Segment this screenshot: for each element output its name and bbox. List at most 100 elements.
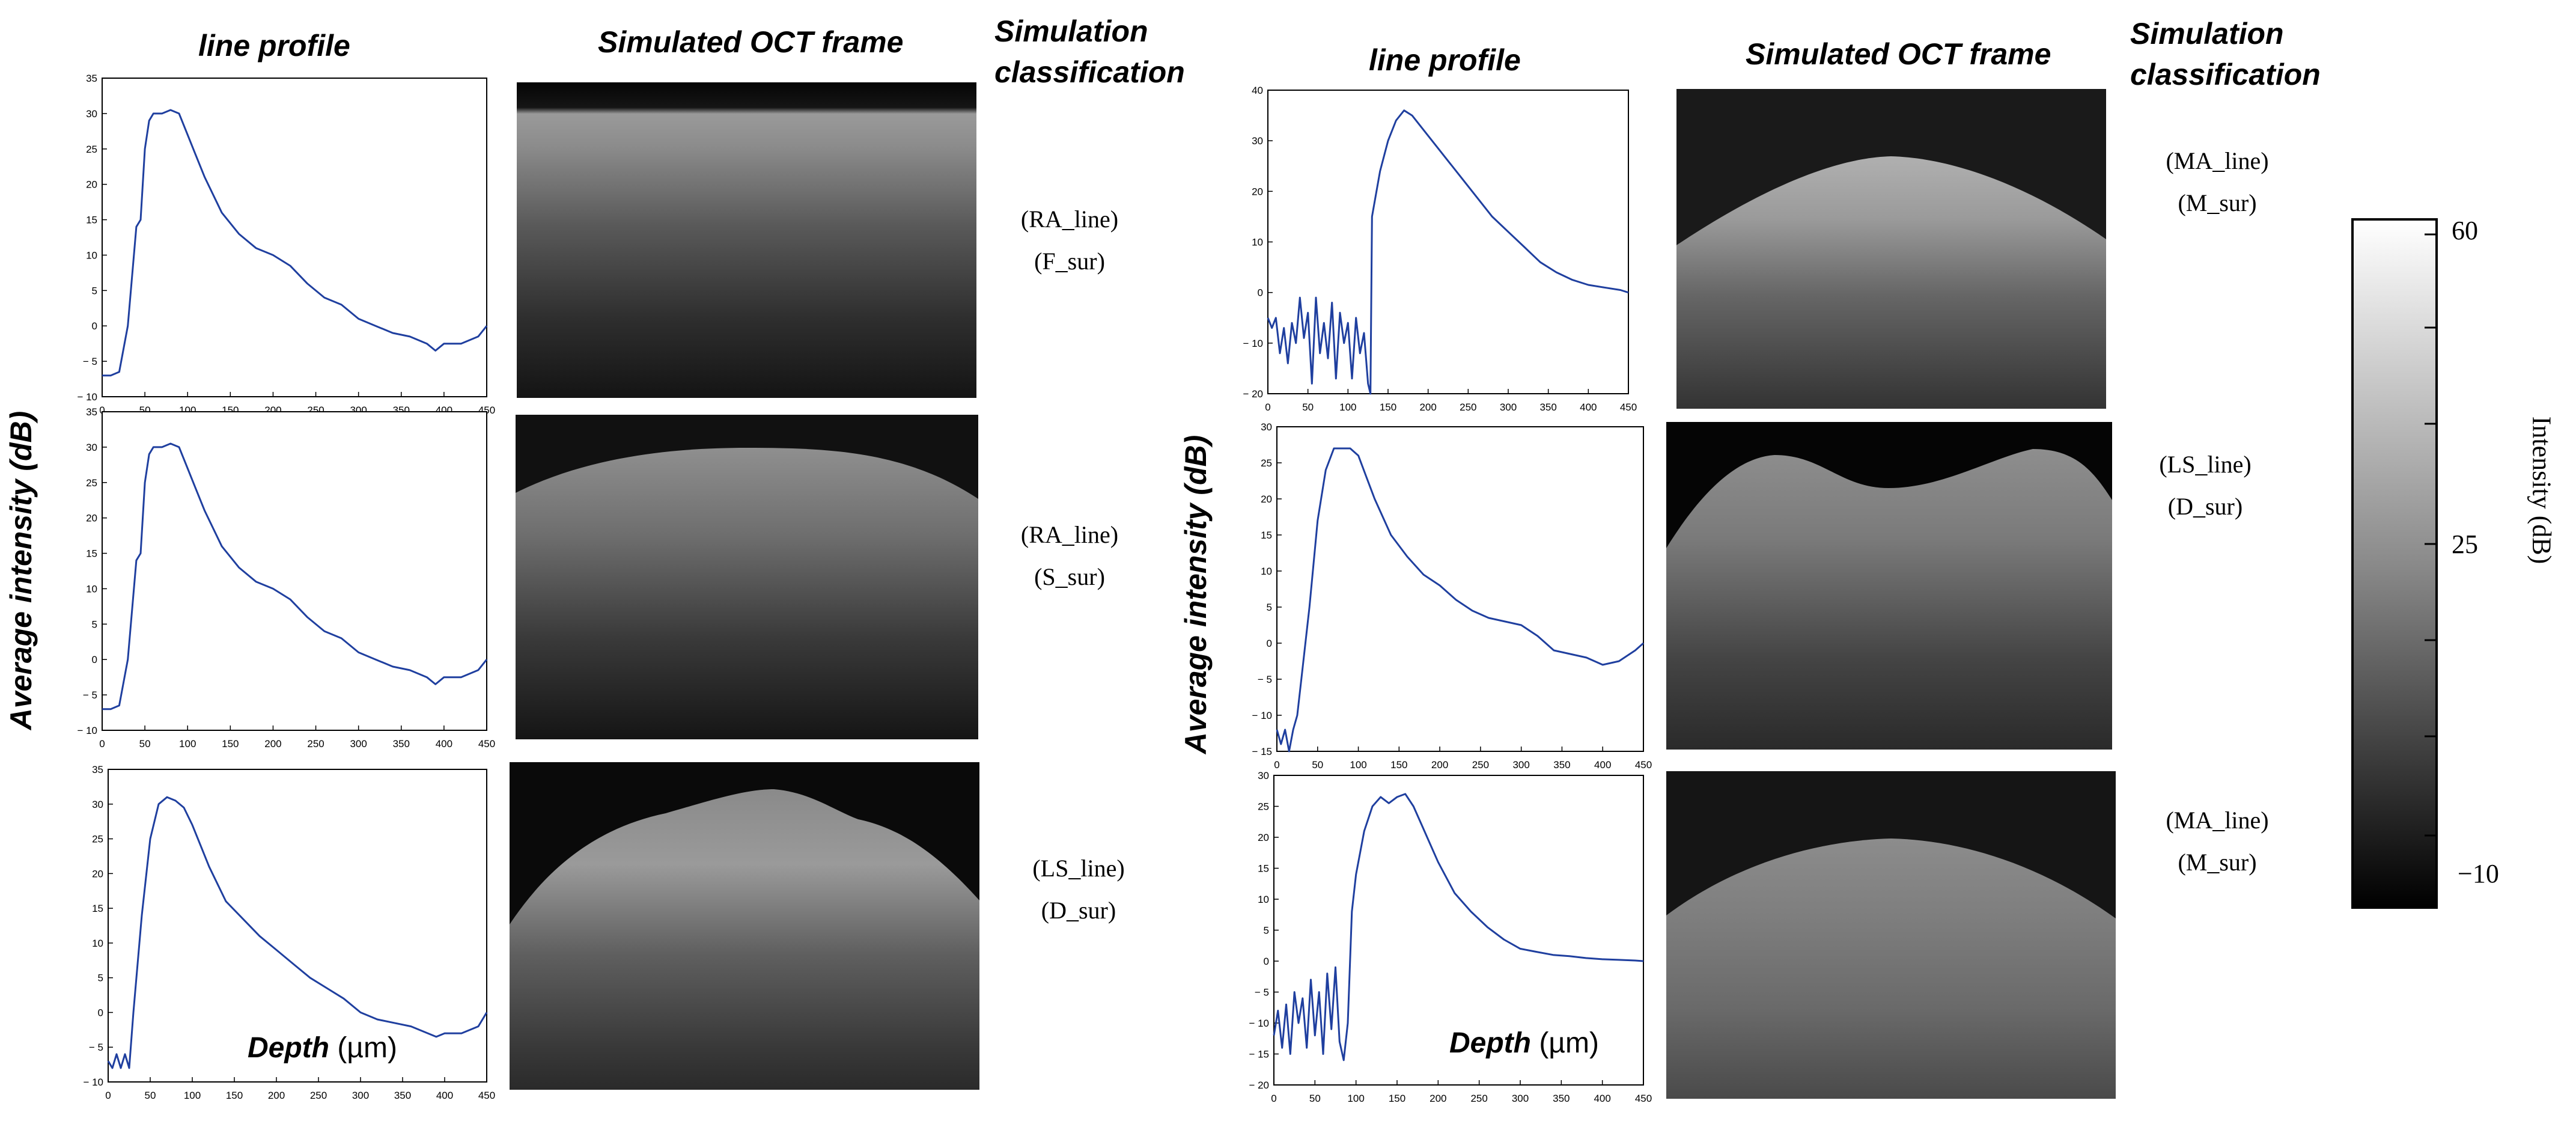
y-tick-label: 35 xyxy=(86,73,97,84)
x-tick-label: 50 xyxy=(139,738,151,748)
oct-frame-flat xyxy=(517,82,976,398)
x-tick-label: 400 xyxy=(436,738,452,748)
x-tick-label: 450 xyxy=(478,738,495,748)
oct-flat-tissue xyxy=(517,82,976,398)
y-tick-label: 25 xyxy=(86,477,97,489)
header-line-profile-right: line profile xyxy=(1369,43,1521,77)
x-tick-label: 100 xyxy=(184,1090,201,1101)
y-tick-label: − 10 xyxy=(83,1077,103,1088)
y-tick-label: 40 xyxy=(1252,85,1263,96)
y-tick-label: − 15 xyxy=(1249,1049,1269,1060)
x-tick-label: 300 xyxy=(1512,1093,1529,1104)
x-tick-label: 350 xyxy=(394,1090,411,1101)
x-tick-label: 100 xyxy=(1350,759,1366,771)
y-tick-label: 15 xyxy=(1261,530,1272,541)
x-tick-label: 200 xyxy=(264,738,281,748)
x-tick-label: 400 xyxy=(436,1090,453,1101)
y-tick-label: 30 xyxy=(86,108,97,120)
y-tick-label: 0 xyxy=(1267,638,1272,649)
line-profile-series xyxy=(102,109,488,377)
x-tick-label: 350 xyxy=(1539,402,1556,413)
header-oct-left: Simulated OCT frame xyxy=(598,25,904,59)
y-tick-label: − 5 xyxy=(1255,987,1269,998)
oct-frame-mountain-2 xyxy=(1666,771,2116,1099)
classification-surface-type: (D_sur) xyxy=(2167,493,2243,520)
x-tick-label: 150 xyxy=(1389,1093,1405,1104)
x-tick-label: 350 xyxy=(1553,1093,1570,1104)
y-tick-label: − 20 xyxy=(1243,388,1263,400)
y-tick-label: − 5 xyxy=(83,356,97,367)
classification-line-type: (MA_line) xyxy=(2166,807,2269,834)
oct-mountain-1-tissue xyxy=(1676,156,2106,409)
y-tick-label: 15 xyxy=(86,548,97,560)
x-tick-label: 300 xyxy=(352,1090,369,1101)
y-tick-label: 0 xyxy=(98,1007,103,1018)
y-tick-label: 25 xyxy=(1258,801,1269,813)
x-tick-label: 100 xyxy=(179,738,196,748)
x-tick-label: 450 xyxy=(1635,1093,1652,1104)
classification-surface-type: (D_sur) xyxy=(1041,897,1116,924)
y-tick-label: 10 xyxy=(1252,237,1263,248)
oct-mountain-2-tissue xyxy=(1666,838,2116,1099)
x-tick-label: 150 xyxy=(1390,759,1407,771)
y-tick-label: − 10 xyxy=(1249,1018,1269,1029)
y-tick-label: − 10 xyxy=(1252,710,1272,721)
oct-sin-tissue xyxy=(516,448,978,739)
line-profile-series xyxy=(1273,793,1644,1061)
plot-frame xyxy=(102,78,487,397)
y-tick-label: 20 xyxy=(86,513,97,524)
x-tick-label: 50 xyxy=(1309,1093,1321,1104)
classification-line-type: (LS_line) xyxy=(1032,855,1125,882)
x-tick-label: 400 xyxy=(1594,759,1611,771)
y-tick-label: 25 xyxy=(86,144,97,155)
oct-dual-left-tissue xyxy=(510,789,979,1090)
x-tick-label: 300 xyxy=(1512,759,1529,771)
header-simulation-right-2: classification xyxy=(2130,58,2321,91)
depth-label-left: Depth (µm) xyxy=(248,1031,397,1064)
classification-line-type: (RA_line) xyxy=(1020,206,1119,233)
x-tick-label: 250 xyxy=(1470,1093,1487,1104)
y-tick-label: 30 xyxy=(1258,770,1269,781)
y-tick-label: − 5 xyxy=(89,1042,103,1053)
y-tick-label: − 20 xyxy=(1249,1080,1269,1091)
x-tick-label: 0 xyxy=(99,738,105,748)
colorbar-tick-minus10: −10 xyxy=(2458,859,2499,888)
x-tick-label: 300 xyxy=(1500,402,1517,413)
line-profile-plot-6: 0 50 100 150 200 250 300 350 400 450− 20− 15− 10−… xyxy=(1249,770,1652,1104)
colorbar-title: Intensity (dB) xyxy=(2527,416,2557,564)
x-tick-label: 0 xyxy=(1274,759,1279,771)
depth-unit: (µm) xyxy=(1530,1027,1599,1059)
x-tick-label: 0 xyxy=(99,405,105,415)
header-oct-right: Simulated OCT frame xyxy=(1746,37,2051,71)
classification-2: (RA_line) (S_sur) xyxy=(1015,514,1124,598)
oct-frame-dual-right xyxy=(1666,422,2112,750)
y-tick-label: 30 xyxy=(86,442,97,453)
classification-surface-type: (F_sur) xyxy=(1034,248,1105,275)
line-profile-series xyxy=(1276,447,1644,753)
plot-frame xyxy=(102,411,487,731)
line-profile-series xyxy=(1267,109,1629,395)
x-tick-label: 200 xyxy=(268,1090,285,1101)
intensity-colorbar xyxy=(2351,218,2438,909)
y-tick-label: − 10 xyxy=(77,391,97,403)
y-tick-label: 10 xyxy=(86,249,97,261)
y-tick-label: 20 xyxy=(1261,493,1272,505)
plot-frame xyxy=(1276,426,1644,752)
x-tick-label: 350 xyxy=(393,738,410,748)
y-tick-label: − 10 xyxy=(1243,338,1263,349)
x-tick-label: 0 xyxy=(105,1090,111,1101)
y-tick-label: 30 xyxy=(1252,135,1263,147)
y-tick-label: 5 xyxy=(1264,925,1269,936)
x-tick-label: 250 xyxy=(307,738,324,748)
x-tick-label: 250 xyxy=(310,1090,327,1101)
x-tick-label: 400 xyxy=(1594,1093,1610,1104)
y-tick-label: 5 xyxy=(98,973,103,984)
x-tick-label: 150 xyxy=(222,738,239,748)
plot-frame xyxy=(1267,90,1629,394)
x-tick-label: 200 xyxy=(1430,1093,1446,1104)
y-tick-label: 5 xyxy=(92,619,97,630)
x-tick-label: 250 xyxy=(1472,759,1489,771)
y-tick-label: 10 xyxy=(1258,894,1269,905)
y-tick-label: − 5 xyxy=(83,689,97,701)
x-tick-label: 300 xyxy=(350,738,367,748)
